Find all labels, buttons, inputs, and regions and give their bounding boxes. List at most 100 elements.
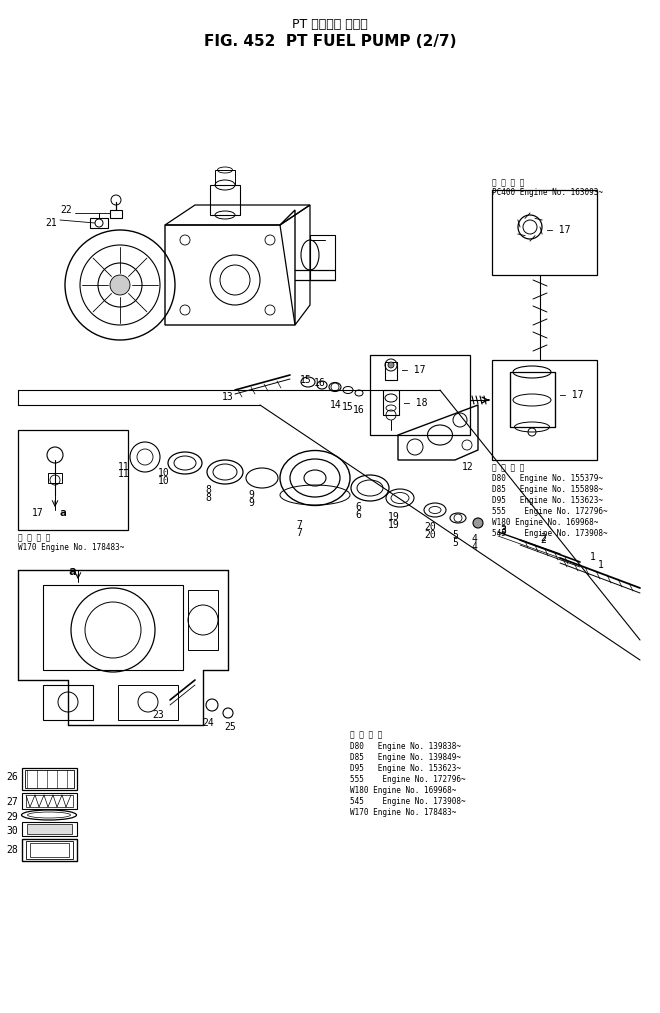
Text: D80   Engine No. 139838~: D80 Engine No. 139838~ [350,742,461,751]
Text: 19: 19 [388,512,400,522]
Text: 5: 5 [452,538,458,548]
Text: 16: 16 [353,405,365,415]
Bar [110,210,122,218]
Bar [26,795,73,807]
Text: 3: 3 [500,525,506,535]
Text: 9: 9 [248,498,254,508]
Text: 6: 6 [355,502,361,512]
Text: 12: 12 [462,462,474,472]
Bar [22,822,77,836]
Text: 7: 7 [296,528,302,538]
Text: a: a [60,508,67,518]
Text: 1: 1 [598,560,604,570]
Bar [383,390,399,415]
Text: 6: 6 [355,510,361,520]
Bar [22,839,77,861]
Bar [510,372,555,427]
Bar [43,685,93,720]
Bar [492,360,597,460]
Text: 2: 2 [540,535,546,545]
Text: 13: 13 [222,392,234,402]
Bar [210,185,240,215]
Bar [18,430,128,530]
Text: W170 Engine No. 178483~: W170 Engine No. 178483~ [350,808,456,817]
Text: 20: 20 [424,530,436,540]
Circle shape [110,275,130,295]
Text: 9: 9 [248,490,254,500]
Text: 適 用 号 機: 適 用 号 機 [18,533,50,542]
Bar [48,473,62,483]
Text: 8: 8 [205,485,211,495]
Text: 適 用 号 機: 適 用 号 機 [492,463,525,472]
Text: 16: 16 [314,378,326,388]
Text: D95   Engine No. 153623~: D95 Engine No. 153623~ [492,496,603,505]
Text: — 17: — 17 [560,390,583,400]
Text: 29: 29 [6,812,18,822]
Text: — 18: — 18 [404,398,428,408]
Text: — 17: — 17 [402,365,426,375]
Text: 26: 26 [6,772,18,782]
Text: 11: 11 [118,469,130,479]
Text: PT フェエル ポンプ: PT フェエル ポンプ [292,18,368,31]
Text: D85   Engine No. 139849~: D85 Engine No. 139849~ [350,753,461,762]
Text: 適 用 号 機: 適 用 号 機 [492,178,525,187]
Bar [310,235,335,280]
Text: 27: 27 [6,797,18,807]
Text: 30: 30 [6,826,18,836]
Text: W170 Engine No. 178483~: W170 Engine No. 178483~ [18,543,124,552]
Text: 24: 24 [202,718,214,728]
Bar [370,355,470,435]
Bar [492,190,597,275]
Text: 8: 8 [205,493,211,503]
Text: 545    Engine No. 173908~: 545 Engine No. 173908~ [350,797,465,806]
Bar [26,841,73,859]
Bar [385,362,397,380]
Bar [118,685,178,720]
Bar [188,590,218,650]
Text: D85   Engine No. 155898~: D85 Engine No. 155898~ [492,485,603,494]
Text: 5: 5 [452,530,458,540]
Text: 適 用 号 機: 適 用 号 機 [350,730,382,739]
Text: 15: 15 [342,402,354,412]
Text: 21: 21 [45,218,57,228]
Text: a: a [68,565,75,578]
Text: 555    Engine No. 172796~: 555 Engine No. 172796~ [350,775,465,784]
Text: 22: 22 [60,205,72,215]
Text: 10: 10 [158,476,170,486]
Bar [43,585,183,670]
Bar [215,170,235,185]
Text: 10: 10 [158,468,170,478]
Text: 11: 11 [118,462,130,472]
Text: 23: 23 [152,710,164,720]
Bar [25,770,74,788]
Text: D80   Engine No. 155379~: D80 Engine No. 155379~ [492,474,603,483]
Text: 2: 2 [540,533,546,543]
Text: W180 Engine No. 169968~: W180 Engine No. 169968~ [492,518,599,527]
Text: 4: 4 [472,534,478,544]
Text: 1: 1 [590,552,596,562]
Text: 545    Engine No. 173908~: 545 Engine No. 173908~ [492,529,608,538]
Bar [22,768,77,790]
Text: 25: 25 [224,722,236,732]
Circle shape [388,362,394,368]
Bar [27,824,72,834]
Bar [22,793,77,809]
Text: 14: 14 [330,400,342,410]
Text: PC400 Engine No. 163093~: PC400 Engine No. 163093~ [492,188,603,197]
Text: 555    Engine No. 172796~: 555 Engine No. 172796~ [492,506,608,516]
Text: 28: 28 [6,845,18,855]
Text: W180 Engine No. 169968~: W180 Engine No. 169968~ [350,786,456,795]
Bar [90,218,108,228]
Text: 15: 15 [300,375,312,385]
Text: 19: 19 [388,520,400,530]
Text: 7: 7 [296,520,302,530]
Text: 17: 17 [32,508,44,518]
Text: FIG. 452  PT FUEL PUMP (2/7): FIG. 452 PT FUEL PUMP (2/7) [204,34,456,49]
Text: — 17: — 17 [547,225,570,235]
Text: 20: 20 [424,522,436,532]
Bar [30,843,69,857]
Text: 3: 3 [500,526,506,536]
Text: 4: 4 [472,542,478,552]
Text: D95   Engine No. 153623~: D95 Engine No. 153623~ [350,764,461,773]
Circle shape [473,518,483,528]
